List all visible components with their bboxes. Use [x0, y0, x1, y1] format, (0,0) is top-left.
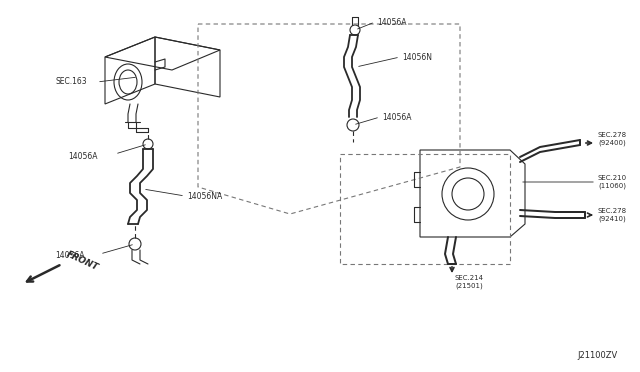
- Text: SEC.278
(92400): SEC.278 (92400): [598, 132, 627, 146]
- Text: SEC.163: SEC.163: [55, 77, 86, 86]
- Text: SEC.214
(21501): SEC.214 (21501): [455, 275, 484, 289]
- Text: J21100ZV: J21100ZV: [578, 351, 618, 360]
- Text: 14056A: 14056A: [382, 112, 412, 122]
- Text: 14056A: 14056A: [68, 151, 97, 160]
- Text: 14056NA: 14056NA: [187, 192, 222, 201]
- Text: SEC.278
(92410): SEC.278 (92410): [598, 208, 627, 222]
- Text: 14056A: 14056A: [55, 251, 84, 260]
- Text: 14056A: 14056A: [377, 17, 406, 26]
- Text: SEC.210
(11060): SEC.210 (11060): [598, 175, 627, 189]
- Text: FRONT: FRONT: [65, 250, 100, 272]
- Text: 14056N: 14056N: [402, 52, 432, 61]
